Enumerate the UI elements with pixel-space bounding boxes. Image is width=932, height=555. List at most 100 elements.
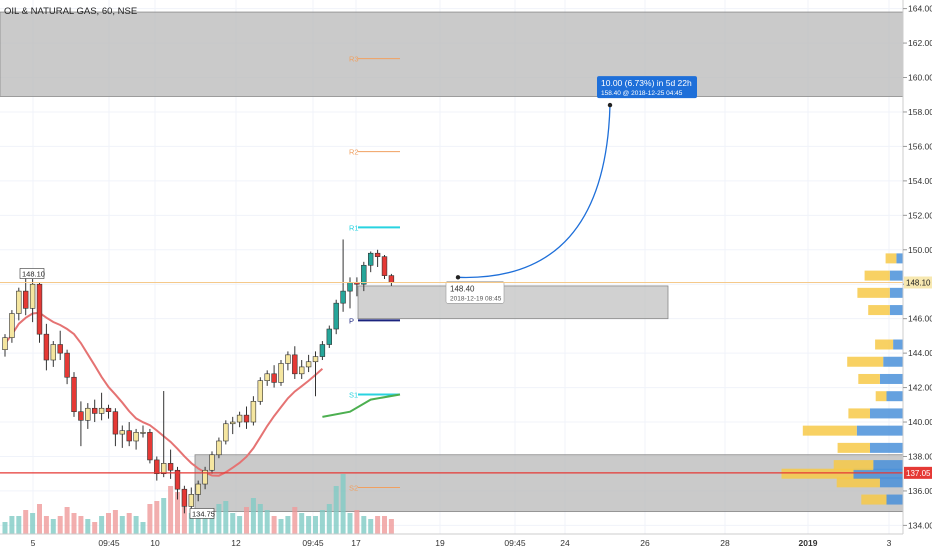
volume-bar <box>237 516 243 534</box>
projection-start-date: 2018-12-19 08:45 <box>450 295 502 302</box>
candle-body <box>388 275 395 283</box>
zone-box <box>194 454 904 513</box>
candle-body <box>195 483 201 495</box>
x-tick-label: 09:45 <box>504 538 526 548</box>
pivot-label-s1: S1 <box>349 390 358 399</box>
volume-bar <box>43 516 49 534</box>
candle-body <box>326 328 332 345</box>
candle-body <box>236 414 243 423</box>
volume-bar <box>112 510 118 534</box>
candle-body <box>71 376 77 412</box>
candle-body <box>167 463 174 471</box>
candle-body <box>98 407 105 414</box>
volume-bar <box>181 507 187 534</box>
x-tick-label: 09:45 <box>302 538 324 548</box>
candle-body <box>367 252 374 266</box>
volume-bar <box>140 522 146 534</box>
x-tick-label: 26 <box>640 538 650 548</box>
volume-bar <box>71 513 77 534</box>
volume-bar <box>23 510 29 534</box>
red-line-tag-text: 137.05 <box>906 469 931 478</box>
candle-body <box>50 344 57 361</box>
volume-profile-bar <box>883 356 903 367</box>
candle-body <box>43 333 50 361</box>
volume-profile-bar <box>861 494 887 505</box>
candle-body <box>161 463 167 475</box>
candle-body <box>298 366 305 375</box>
volume-bar <box>16 516 22 534</box>
volume-bar <box>230 513 236 534</box>
volume-profile-bar <box>837 442 870 453</box>
low-label-box <box>189 508 215 519</box>
volume-profile-bar <box>857 287 890 298</box>
volume-profile-bar <box>875 339 894 350</box>
volume-bar <box>30 513 36 534</box>
candle-body <box>154 459 160 475</box>
volume-bar <box>85 519 91 534</box>
projection-end-line1: 10.00 (6.73%) in 5d 22h <box>601 78 692 88</box>
volume-bar <box>285 516 291 534</box>
y-tick-label: 162.00 <box>908 38 932 48</box>
candle-body <box>230 421 236 425</box>
candle-body <box>181 488 188 507</box>
candle-body <box>374 252 381 257</box>
candle-body <box>278 363 284 383</box>
volume-bar <box>244 507 249 534</box>
volume-bar <box>188 513 194 534</box>
candle-body <box>257 380 263 402</box>
candle-body <box>126 430 132 442</box>
candle-body <box>361 264 367 285</box>
candle-body <box>305 361 312 368</box>
x-tick-label: 19 <box>435 538 445 548</box>
red-line-tag: 137.05 <box>904 466 932 479</box>
low-label: 134.75 <box>189 508 215 519</box>
candle-body <box>36 283 43 335</box>
pivot-label-r3: R3 <box>349 55 359 64</box>
volume-profile-bar <box>781 468 854 479</box>
candle-body <box>64 352 70 378</box>
moving-average <box>4 311 401 477</box>
volume-bar <box>126 513 132 534</box>
y-tick-label: 146.00 <box>908 314 932 324</box>
candle-body <box>312 356 319 363</box>
zones <box>0 11 904 513</box>
volume-profile-bar <box>879 477 903 488</box>
volume-profile-bar <box>833 460 874 471</box>
volume-bar <box>99 516 105 534</box>
volume-profile-bar <box>875 391 887 402</box>
x-tick-label: 09:45 <box>98 538 120 548</box>
volume-bar <box>326 504 332 534</box>
volume-bar <box>161 498 167 534</box>
volume-bar <box>354 510 360 534</box>
volume-profile-bar <box>886 391 903 402</box>
volume-profile-bar <box>802 425 857 436</box>
volume-bar <box>154 501 160 534</box>
volume-profile-bar <box>847 356 884 367</box>
y-tick-label: 140.00 <box>908 417 932 427</box>
volume-bar <box>64 507 70 534</box>
projection-start-value: 148.40 <box>450 284 475 293</box>
low-label-text: 134.75 <box>192 509 215 518</box>
candle-body <box>381 256 388 276</box>
y-tick-label: 150.00 <box>908 245 932 255</box>
y-tick-label: 144.00 <box>908 348 932 358</box>
candle-body <box>292 354 298 375</box>
volume-profile-bar <box>870 408 903 419</box>
candle-body <box>271 373 277 383</box>
volume-bar <box>92 522 98 534</box>
projection-start-dot <box>455 275 461 280</box>
candle-body <box>112 411 119 435</box>
candle-body <box>250 401 257 423</box>
volume-bar <box>271 516 277 534</box>
candle-body <box>340 290 346 304</box>
volume-profile-bar <box>889 305 903 316</box>
y-tick-label: 134.00 <box>908 520 932 530</box>
volume-bar <box>388 519 394 534</box>
y-tick-label: 142.00 <box>908 383 932 393</box>
y-tick-label: 152.00 <box>908 210 932 220</box>
volume-profile-bar <box>864 270 890 281</box>
volume-bar <box>175 492 180 534</box>
candle-body <box>333 302 339 330</box>
volume-profile-bar <box>893 339 903 350</box>
volume-bar <box>375 516 381 534</box>
